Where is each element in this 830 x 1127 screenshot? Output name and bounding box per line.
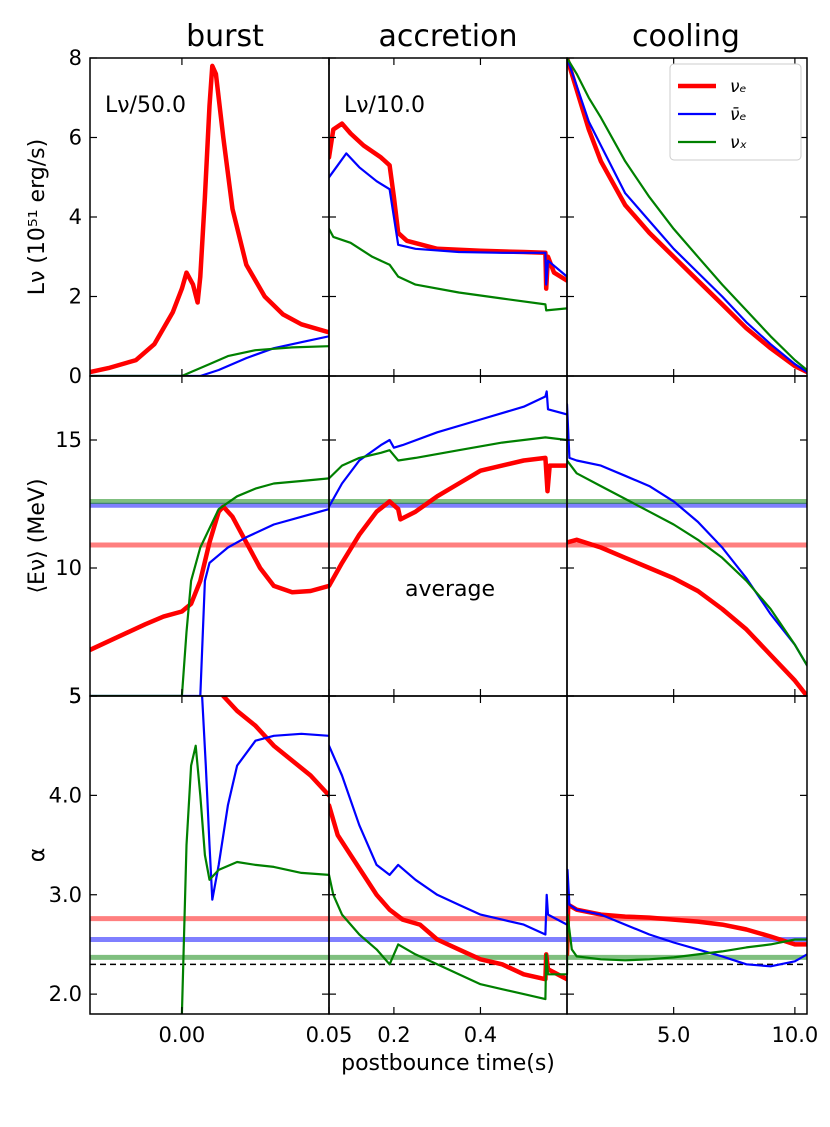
- column-title-cooling: cooling: [632, 19, 740, 54]
- xtick-label-accretion: 0.2: [377, 1023, 410, 1047]
- series-luminosity-nu_e_bar-accretion: [329, 152, 567, 286]
- series-luminosity-nu_e_bar-cooling: [567, 58, 807, 374]
- y-axis-label-alpha: α: [25, 848, 50, 863]
- xtick-label-burst: 0.05: [306, 1023, 353, 1047]
- series-mean_energy-nu_e_bar-cooling: [567, 403, 807, 667]
- series-luminosity-nu_e_bar-burst: [90, 335, 329, 376]
- y-axis-label-mean-energy: ⟨Eν⟩ (MeV): [25, 478, 50, 593]
- series-alpha-nu_x-cooling: [567, 913, 807, 976]
- legend: νₑ ν̄ₑ νₓ: [669, 63, 802, 161]
- series-luminosity-nu_x-accretion: [329, 227, 567, 312]
- series-alpha-nu_e-burst: [221, 696, 329, 798]
- x-axis-label: postbounce time(s): [341, 1051, 555, 1076]
- series-mean_energy-nu_e_bar-burst: [90, 508, 329, 696]
- ytick-label-mean_energy: 15: [55, 428, 82, 452]
- series-luminosity-nu_e-burst: [90, 63, 329, 375]
- panels: [90, 58, 807, 1014]
- series-mean_energy-nu_x-burst: [90, 477, 329, 696]
- note-luminosity-scale-accretion: Lν/10.0: [344, 93, 425, 118]
- series-mean_energy-nu_x-accretion: [329, 436, 567, 480]
- legend-label-nu-e-bar: ν̄ₑ: [730, 105, 747, 125]
- column-title-burst: burst: [186, 19, 264, 54]
- ytick-label-mean_energy: 10: [55, 556, 82, 580]
- series-alpha-nu_e_bar-accretion: [329, 744, 567, 936]
- series-mean_energy-nu_x-cooling: [567, 459, 807, 667]
- frame-mean_energy-cooling: [566, 375, 808, 697]
- series-alpha-nu_e_bar-burst: [201, 696, 329, 901]
- ytick-label-luminosity: 2: [69, 285, 82, 309]
- ytick-label-luminosity: 0: [69, 364, 82, 388]
- panel-luminosity-accretion: [329, 121, 567, 312]
- frame-mean_energy-accretion: [328, 375, 568, 697]
- series-alpha-nu_x-burst: [180, 744, 329, 1014]
- ytick-label-alpha: 4.0: [49, 783, 82, 807]
- xtick-label-accretion: 0.4: [464, 1023, 497, 1047]
- xtick-label-cooling: 10.0: [771, 1023, 818, 1047]
- ytick-label-alpha: 2.0: [49, 982, 82, 1006]
- series-luminosity-nu_x-cooling: [567, 58, 807, 372]
- series-alpha-nu_e_bar-cooling: [567, 868, 807, 968]
- series-luminosity-nu_e-accretion: [329, 121, 567, 291]
- panel-mean_energy-burst: [90, 477, 329, 696]
- panel-alpha-accretion: [329, 744, 567, 1001]
- column-title-accretion: accretion: [379, 19, 518, 54]
- panel-frames: [89, 57, 808, 1015]
- frame-alpha-cooling: [566, 695, 808, 1015]
- note-luminosity-scale-burst: Lν/50.0: [105, 93, 186, 118]
- note-average: average: [405, 577, 495, 602]
- ytick-label-luminosity: 4: [69, 205, 82, 229]
- y-axis-label-luminosity: Lν (10⁵¹ erg/s): [25, 139, 50, 295]
- series-mean_energy-nu_e-accretion: [329, 455, 567, 589]
- panel-mean_energy-accretion: [329, 390, 567, 589]
- series-mean_energy-nu_e-cooling: [567, 537, 807, 696]
- legend-label-nu-e: νₑ: [730, 77, 747, 97]
- series-alpha-nu_x-accretion: [329, 873, 567, 1001]
- xtick-label-burst: 0.00: [159, 1023, 206, 1047]
- xtick-label-cooling: 5.0: [657, 1023, 690, 1047]
- panel-alpha-burst: [90, 696, 329, 1014]
- ytick-label-mean_energy: 5: [69, 684, 82, 708]
- panel-alpha-cooling: [567, 868, 807, 976]
- panel-luminosity-cooling: [567, 58, 807, 375]
- ytick-label-alpha: 3.0: [49, 883, 82, 907]
- series-alpha-nu_e-accretion: [329, 803, 567, 982]
- panel-mean_energy-cooling: [567, 403, 807, 696]
- legend-label-nu-x: νₓ: [730, 133, 747, 153]
- ytick-label-alpha: 5: [69, 684, 82, 708]
- series-luminosity-nu_e-cooling: [567, 58, 807, 375]
- series-mean_energy-nu_e-burst: [90, 504, 329, 653]
- ytick-label-luminosity: 6: [69, 126, 82, 150]
- ytick-label-luminosity: 8: [69, 46, 82, 70]
- frame-alpha-accretion: [328, 695, 568, 1015]
